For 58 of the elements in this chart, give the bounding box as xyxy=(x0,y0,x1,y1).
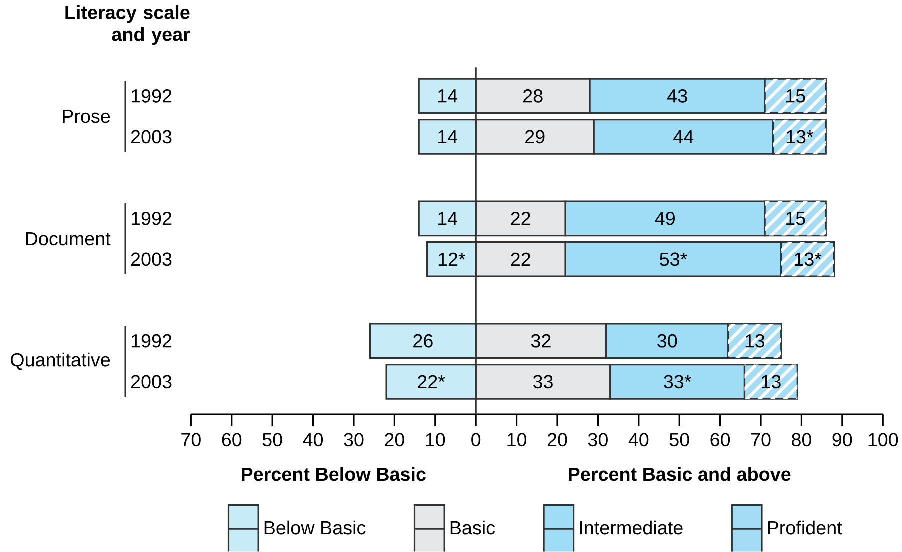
y-tick-label: 2003 xyxy=(131,130,172,144)
text: Percent Basic and above xyxy=(569,467,791,482)
data-label: 22 xyxy=(511,252,530,266)
data-label: 14 xyxy=(438,212,458,226)
x-tick-label: 70 xyxy=(182,433,201,447)
x-tick-label: 10 xyxy=(426,433,446,447)
x-tick-label: 60 xyxy=(710,433,730,447)
data-label: 15 xyxy=(786,90,806,103)
data-label: 22* xyxy=(418,375,446,389)
data-label: 44 xyxy=(674,130,694,144)
data-label: 13 xyxy=(746,334,765,348)
text: Quantitative xyxy=(11,352,110,370)
legend-label: Basic xyxy=(450,520,496,535)
legend-label: Intermediate xyxy=(580,520,683,535)
data-label: 30 xyxy=(658,334,678,348)
data-label: 14 xyxy=(438,90,458,103)
x-tick-label: 50 xyxy=(262,433,282,447)
x-tick-label: 80 xyxy=(792,433,812,447)
x-tick-label: 100 xyxy=(868,433,898,447)
data-label: 32 xyxy=(531,334,551,348)
y-tick-label: 2003 xyxy=(131,252,172,266)
x-tick-label: 90 xyxy=(832,433,852,447)
data-label: 43 xyxy=(668,90,688,103)
x-tick-label: 40 xyxy=(628,433,649,447)
y-axis-title: Literacy scale and year xyxy=(66,6,190,46)
data-label: 14 xyxy=(438,130,458,144)
x-tick-label: 10 xyxy=(508,433,527,447)
x-tick-label: 20 xyxy=(548,433,568,447)
x-tick-label: 0 xyxy=(472,433,481,447)
legend-label: Profident xyxy=(768,520,842,535)
data-label: 33 xyxy=(533,375,553,389)
text: Prose xyxy=(63,110,110,124)
data-label: 12* xyxy=(438,252,466,266)
data-label: 29 xyxy=(526,130,545,144)
data-label: 15 xyxy=(786,212,806,226)
data-label: 28 xyxy=(524,90,543,103)
data-label: 33* xyxy=(664,375,692,389)
data-label: 13 xyxy=(762,375,781,389)
x-tick-label: 60 xyxy=(222,433,242,447)
y-tick-label: 1992 xyxy=(132,212,172,226)
x-tick-label: 70 xyxy=(751,433,771,447)
x-tick-label: 30 xyxy=(344,433,364,447)
data-label: 53* xyxy=(660,252,688,266)
data-label: 22 xyxy=(511,212,530,226)
x-tick-label: 50 xyxy=(670,433,690,447)
x-tick-label: 20 xyxy=(385,433,404,447)
data-label: 13* xyxy=(795,252,822,266)
x-tick-label: 30 xyxy=(588,433,608,447)
data-label: 13* xyxy=(786,130,814,144)
legend-label: Below Basic xyxy=(264,520,366,535)
text: Document xyxy=(26,232,111,246)
x-tick-label: 40 xyxy=(303,433,324,447)
y-tick-label: 1992 xyxy=(132,90,172,103)
y-tick-label: 1992 xyxy=(132,334,172,348)
data-label: 26 xyxy=(414,334,433,348)
text: Percent Below Basic xyxy=(242,467,426,482)
data-label: 49 xyxy=(655,212,675,226)
y-tick-label: 2003 xyxy=(131,375,172,389)
